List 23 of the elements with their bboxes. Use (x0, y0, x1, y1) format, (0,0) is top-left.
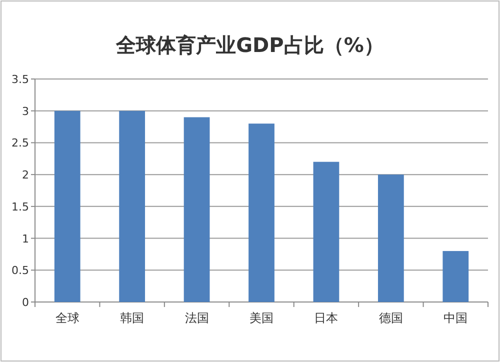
y-tick-label: 0.5 (12, 264, 29, 278)
bar (119, 110, 146, 302)
bar (248, 124, 274, 302)
y-tick-label: 0 (22, 296, 29, 309)
x-tick-label: 全球 (55, 311, 80, 325)
y-tick-label: 3.5 (12, 73, 29, 86)
x-tick-label: 美国 (250, 311, 274, 325)
bar (313, 162, 340, 302)
y-tick-label: 3 (22, 104, 29, 118)
bar (378, 174, 404, 302)
bar (184, 117, 210, 302)
x-tick-label: 德国 (378, 311, 403, 325)
y-tick-label: 1 (22, 232, 29, 246)
x-tick-label: 中国 (444, 311, 468, 325)
x-tick-label: 法国 (184, 311, 209, 325)
y-tick-label: 2 (22, 168, 29, 182)
bar (54, 110, 80, 302)
x-tick-label: 日本 (314, 311, 338, 325)
x-tick-label: 韩国 (120, 311, 144, 325)
y-tick-label: 1.5 (12, 200, 29, 214)
y-tick-label: 2.5 (12, 136, 29, 150)
chart-title: 全球体育产业GDP占比（%） (115, 33, 384, 57)
bar (442, 251, 469, 302)
